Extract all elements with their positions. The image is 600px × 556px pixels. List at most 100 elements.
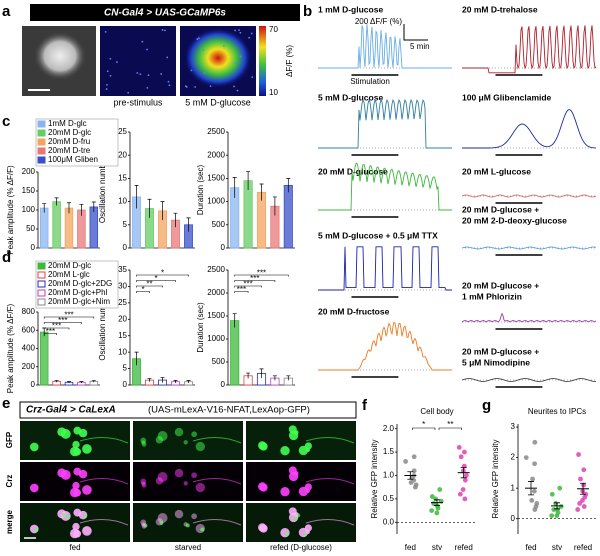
sig-bracket xyxy=(234,280,276,282)
error-bar xyxy=(259,183,264,201)
legend-swatch xyxy=(37,298,46,306)
y-tick-label: 3 xyxy=(511,422,516,431)
speckle xyxy=(167,80,170,83)
y-tick-label: 1500 xyxy=(207,174,225,183)
y-tick-label: 100 xyxy=(22,205,36,214)
y-tick-label: 2500 xyxy=(207,265,225,274)
image-pre xyxy=(100,26,176,96)
colorbar-max: 70 xyxy=(269,25,278,34)
sig-bracket xyxy=(234,285,262,288)
data-point xyxy=(456,445,462,450)
data-point xyxy=(551,507,557,512)
y-tick-label: 30 xyxy=(118,282,127,291)
x-tick-label: fed xyxy=(405,543,416,552)
cell xyxy=(304,524,312,532)
data-point xyxy=(577,501,583,506)
data-point xyxy=(575,507,581,512)
sig-bracket xyxy=(43,316,95,319)
cell xyxy=(258,441,267,450)
error-bar xyxy=(91,380,96,383)
sig-label: ** xyxy=(447,420,453,429)
speckle xyxy=(251,76,254,79)
column-label: starved xyxy=(175,543,201,552)
speckle xyxy=(234,61,237,64)
y-axis-label: Oscillation number xyxy=(98,294,107,361)
panel-e-subtitle: (UAS-mLexA-V16-NFAT,LexAop-GFP) xyxy=(148,405,310,416)
data-point xyxy=(435,505,441,511)
legend-swatch xyxy=(37,262,46,270)
speckle xyxy=(184,85,187,88)
cell xyxy=(61,512,66,517)
legend-swatch xyxy=(37,271,46,279)
cell xyxy=(288,430,299,441)
trace-label: 5 mM D-glucose xyxy=(318,92,383,102)
y-tick-label: 150 xyxy=(22,186,36,195)
neurite xyxy=(79,519,129,526)
y-tick-label: 10 xyxy=(118,347,127,356)
panel-letter: c xyxy=(2,113,10,130)
data-point xyxy=(554,513,560,519)
y-tick-label: 0 xyxy=(221,380,226,389)
bar xyxy=(52,201,61,249)
speckle xyxy=(248,36,251,39)
data-point xyxy=(530,476,535,482)
legend-label: 20mM D-glc+Nim xyxy=(48,297,110,306)
cell xyxy=(140,519,147,526)
cell xyxy=(82,444,92,454)
bar xyxy=(256,191,267,249)
trace xyxy=(461,378,596,382)
row-label: Crz xyxy=(5,475,14,488)
trace-label: 20 mM D-trehalose xyxy=(462,4,538,14)
y-axis-label: Duration (sec) xyxy=(196,165,205,216)
x-tick-label: fed xyxy=(525,543,536,552)
speckle xyxy=(127,91,130,94)
trace xyxy=(462,109,596,149)
cell xyxy=(141,441,147,447)
data-point xyxy=(433,496,439,502)
sig-bracket xyxy=(43,327,70,330)
sig-label: ** xyxy=(146,280,152,289)
colorbar-min: 10 xyxy=(269,88,278,97)
data-point xyxy=(412,484,418,490)
sig-label: * xyxy=(141,285,144,294)
cell xyxy=(73,467,82,476)
data-point xyxy=(429,508,435,513)
y-axis-label: Peak amplitude (% ΔF/F) xyxy=(6,303,15,393)
error-bar xyxy=(54,197,59,206)
cell xyxy=(34,527,39,532)
neurite xyxy=(79,478,129,485)
colorbar-label: ΔF/F (%) xyxy=(285,45,294,77)
data-point xyxy=(581,504,587,509)
stimulation-label: Stimulation xyxy=(350,77,390,86)
speckle xyxy=(203,72,206,75)
neurite xyxy=(305,478,355,485)
trace-label: 20 mM D-glucose + xyxy=(462,346,539,356)
data-point xyxy=(578,476,583,482)
title-box xyxy=(30,4,300,21)
y-tick-label: 2500 xyxy=(207,127,225,136)
data-point xyxy=(457,491,463,497)
cell xyxy=(191,472,197,479)
speckle xyxy=(106,84,108,86)
error-bar xyxy=(147,198,152,218)
error-bar xyxy=(186,217,191,232)
trace xyxy=(318,98,452,149)
trace xyxy=(461,246,597,250)
y-axis-label: Relative GFP intensity xyxy=(370,440,379,519)
legend-label: 20mM D-glc+2DG xyxy=(48,279,112,288)
speckle xyxy=(196,38,199,41)
speckle xyxy=(168,84,171,87)
y-tick-label: 20 xyxy=(118,314,127,323)
trace-label: 5 mM D-glucose + 0.5 μM TTX xyxy=(318,230,438,240)
speckle xyxy=(105,88,108,90)
cell xyxy=(280,446,290,456)
column-label: refed (D-glucose) xyxy=(270,543,332,552)
cell xyxy=(174,427,184,437)
legend-label: 20mM D-glc xyxy=(48,128,91,137)
legend-label: 20mM D-glc+Phl xyxy=(48,288,108,297)
y-tick-label: 0 xyxy=(123,380,128,389)
cell xyxy=(159,520,164,525)
colorbar xyxy=(259,26,266,96)
data-point xyxy=(557,485,563,491)
